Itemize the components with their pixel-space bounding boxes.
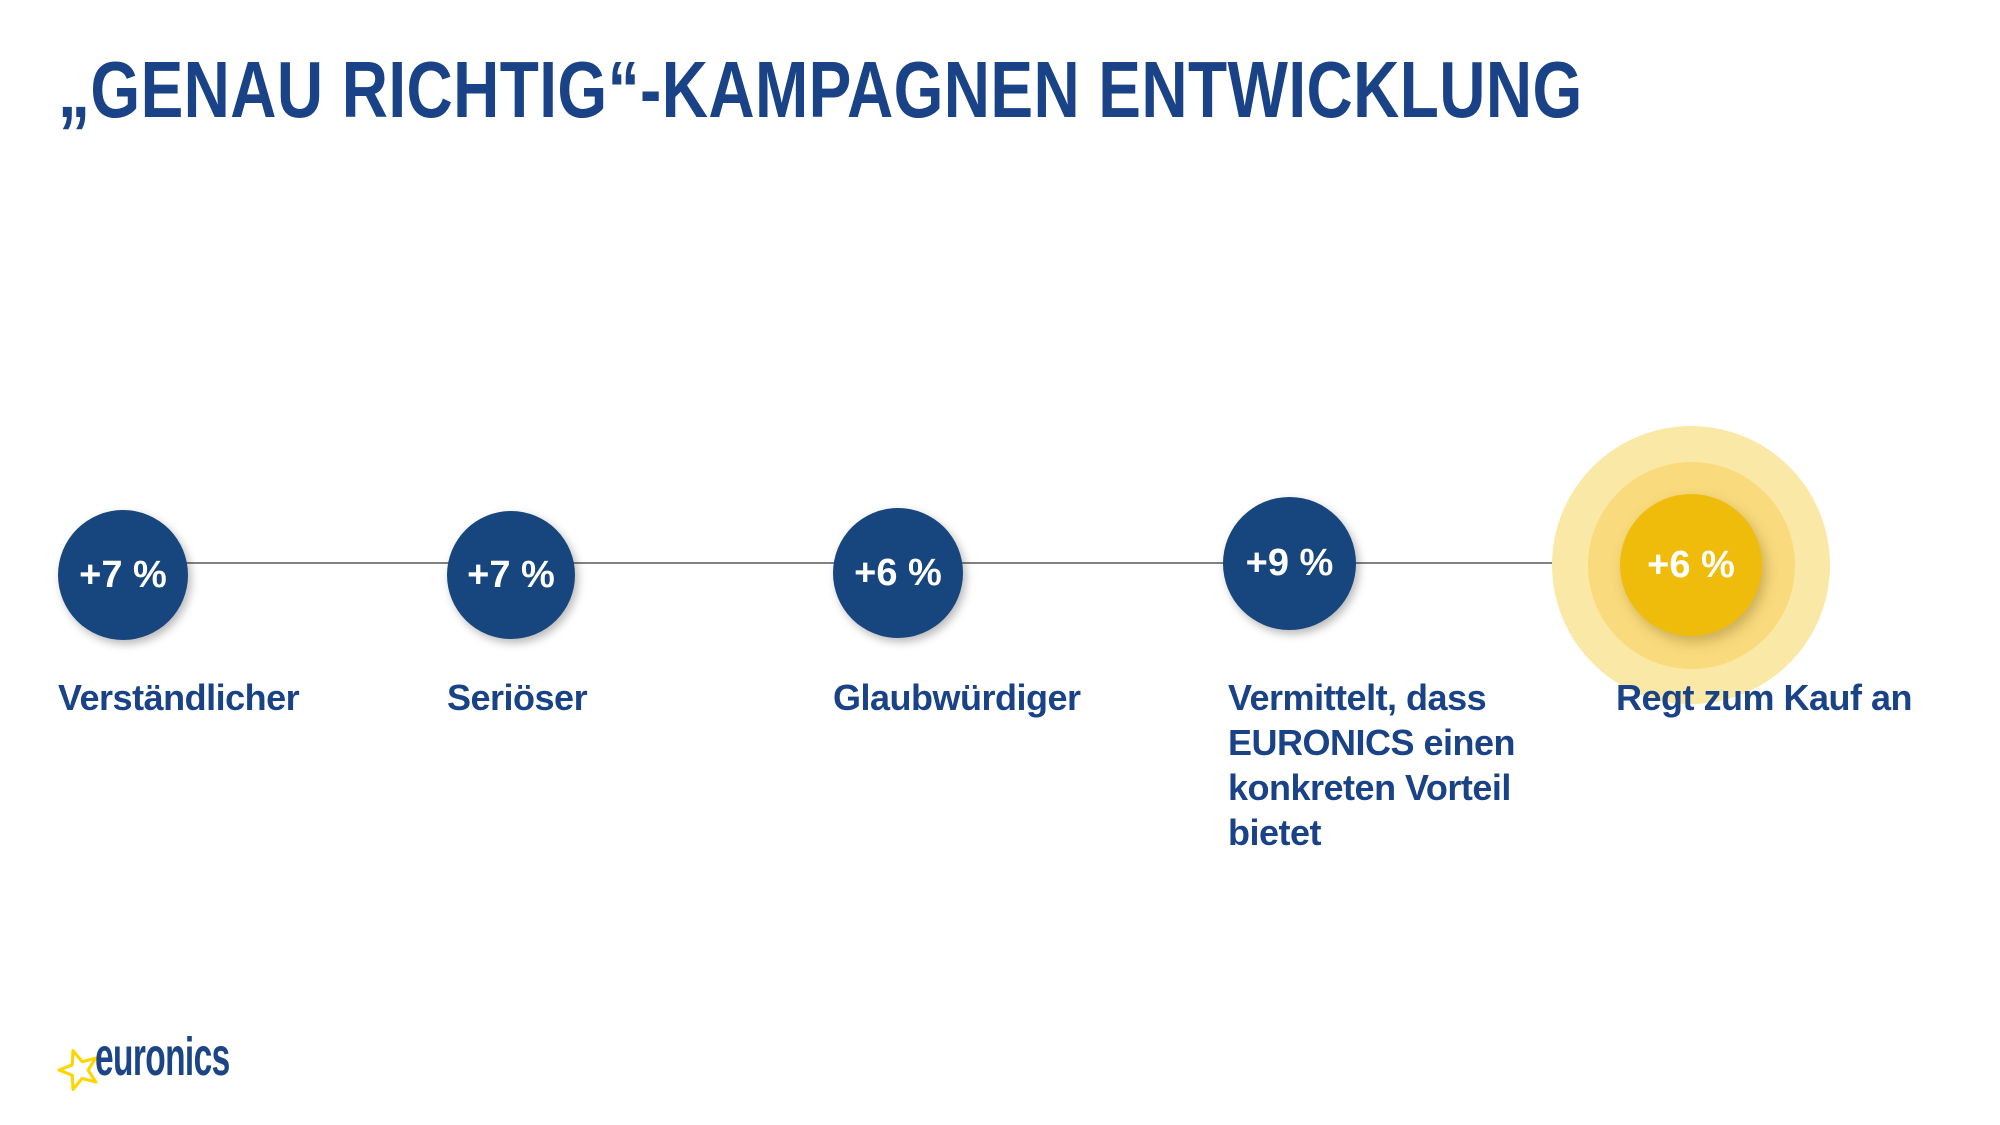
timeline-node-2: +7 %	[447, 511, 575, 639]
star-icon	[57, 1049, 98, 1091]
euronics-logo-text: euronics	[95, 1027, 230, 1087]
timeline-label-5: Regt zum Kauf an	[1616, 677, 1913, 718]
timeline-node-5-highlighted: +6 %	[1620, 494, 1762, 636]
timeline-label-1: Verständlicher	[58, 677, 300, 718]
page-title: „GENAU RICHTIG“-KAMPAGNEN ENTWICKLUNG	[58, 45, 1583, 134]
timeline-label-4: Vermittelt, dass EURONICS einen konkrete…	[1228, 677, 1516, 853]
timeline-node-3-value: +6 %	[854, 551, 942, 594]
timeline-node-4-value: +9 %	[1245, 542, 1334, 584]
timeline-node-1: +7 %	[58, 510, 188, 640]
timeline-node-5-value: +6 %	[1647, 543, 1735, 586]
timeline-node-2-value: +7 %	[467, 553, 555, 596]
timeline-node-1-value: +7 %	[79, 553, 167, 596]
timeline-label-2: Seriöser	[447, 677, 588, 718]
timeline-label-3: Glaubwürdiger	[833, 677, 1081, 718]
timeline-node-4: +9 %	[1223, 497, 1356, 630]
timeline-node-3: +6 %	[833, 508, 963, 638]
